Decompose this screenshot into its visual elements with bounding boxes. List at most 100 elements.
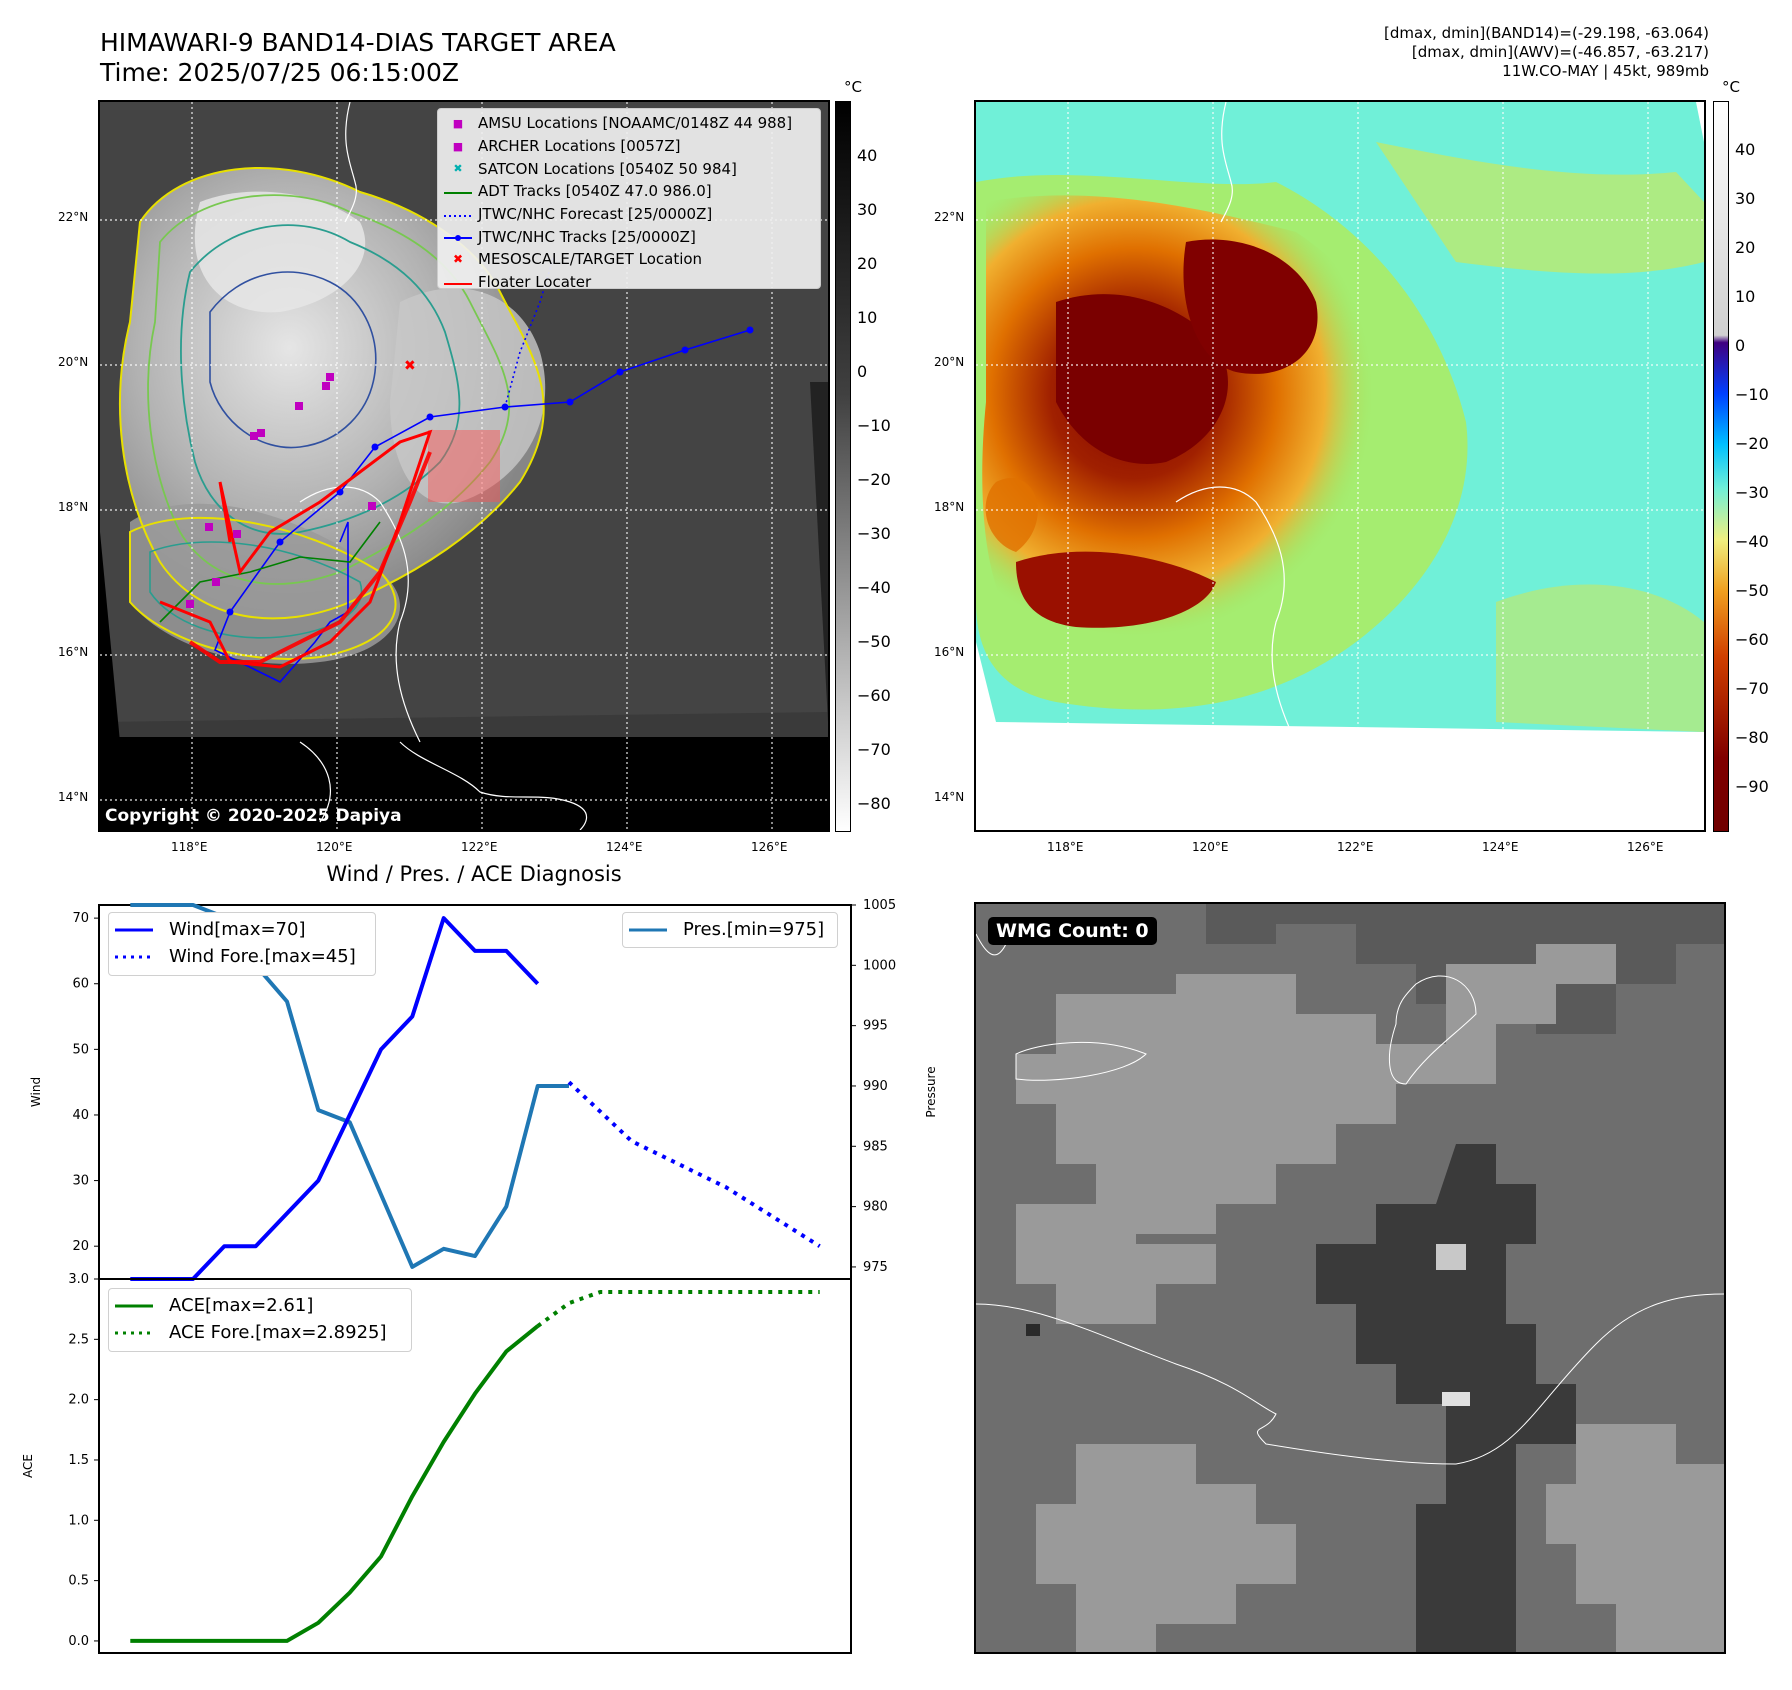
copyright-text: Copyright © 2020-2025 Dapiya: [105, 806, 402, 826]
wmg-count-badge: WMG Count: 0: [988, 917, 1157, 945]
color-colorbar-tick: −10: [1735, 385, 1769, 404]
lat-label: 20°N: [934, 355, 965, 369]
legend-item-wind: Wind[max=70]: [109, 916, 375, 943]
color-colorbar-tick: 0: [1735, 336, 1746, 355]
lat-label: 14°N: [934, 790, 965, 804]
wind-tick-label: 20: [72, 1239, 89, 1254]
ace-line: [130, 1324, 539, 1643]
dotted-line-swatch-icon: [115, 955, 153, 958]
wind-line: [130, 916, 540, 1281]
ir-colorbar-tick: 20: [857, 254, 878, 273]
square-marker-icon: ■: [452, 116, 464, 130]
ace-tick-label: 0.5: [68, 1574, 89, 1589]
lat-label: 16°N: [934, 645, 965, 659]
ir-colorbar-tick: 40: [857, 146, 878, 165]
color-colorbar-tick: −20: [1735, 434, 1769, 453]
info-storm: 11W.CO-MAY | 45kt, 989mb: [1502, 62, 1709, 80]
color-colorbar-tick: −80: [1735, 728, 1769, 747]
ir-colorbar-tick: −20: [857, 470, 891, 489]
line-swatch-icon: [438, 273, 478, 291]
lon-label: 122°E: [1337, 840, 1374, 854]
lon-label: 124°E: [1482, 840, 1519, 854]
color-map-image: [976, 102, 1704, 830]
figure-time: Time: 2025/07/25 06:15:00Z: [100, 58, 459, 87]
ir-colorbar-tick: 10: [857, 308, 878, 327]
ir-colorbar-unit: °C: [844, 78, 862, 96]
pres-tick-label: 1005: [863, 898, 896, 913]
wind-forecast-line: [567, 1080, 821, 1248]
color-colorbar: [1713, 101, 1729, 832]
line-swatch-icon: [438, 182, 478, 200]
ir-colorbar-tick: 0: [857, 362, 868, 381]
legend-item-ace-forecast: ACE Fore.[max=2.8925]: [109, 1319, 411, 1346]
lat-label: 20°N: [58, 355, 89, 369]
pres-tick-label: 985: [863, 1139, 888, 1154]
svg-text:✖: ✖: [404, 358, 416, 374]
ace-forecast-line: [536, 1290, 820, 1328]
line-dot-swatch-icon: [438, 228, 478, 246]
lon-label: 122°E: [461, 840, 498, 854]
wind-tick-label: 30: [72, 1174, 89, 1189]
ace-axis-label: ACE: [21, 1454, 35, 1478]
info-awv: [dmax, dmin](AWV)=(-46.857, -63.217): [1411, 43, 1709, 61]
wind-tick-label: 60: [72, 977, 89, 992]
ir-colorbar-tick: −70: [857, 740, 891, 759]
ir-map-panel: ✖ ■ AMSU Locations [NOAAMC/0148Z 44 988] …: [98, 100, 830, 832]
ace-tick-label: 2.0: [68, 1393, 89, 1408]
wind-tick-label: 70: [72, 911, 89, 926]
color-colorbar-tick: 40: [1735, 140, 1756, 159]
color-colorbar-tick: 30: [1735, 189, 1756, 208]
lat-label: 16°N: [58, 645, 89, 659]
line-swatch-icon: [629, 928, 667, 931]
wind-axis-label: Wind: [29, 1077, 43, 1107]
x-marker-icon: ✖: [453, 162, 463, 176]
pres-legend: Pres.[min=975]: [622, 912, 838, 948]
square-marker-icon: ■: [452, 139, 464, 153]
legend-item-mesoscale: ✖ MESOSCALE/TARGET Location: [438, 248, 820, 271]
color-colorbar-tick: 20: [1735, 238, 1756, 257]
ir-colorbar-tick: 30: [857, 200, 878, 219]
legend-item-jtwc-forecast: JTWC/NHC Forecast [25/0000Z]: [438, 203, 820, 226]
x-marker-icon: ✖: [452, 252, 464, 267]
pres-tick-label: 980: [863, 1200, 888, 1215]
dotted-line-swatch-icon: [115, 1331, 153, 1334]
diag-chart: 70 60 50 40 30 20 Wind 1005 1000 995 990 985 980 975 P…: [21, 898, 938, 1654]
ace-tick-label: 1.5: [68, 1453, 89, 1468]
color-colorbar-tick: −30: [1735, 483, 1769, 502]
pres-tick-label: 1000: [863, 958, 896, 973]
legend-item-pres: Pres.[min=975]: [623, 916, 837, 943]
diag-title: Wind / Pres. / ACE Diagnosis: [326, 862, 622, 886]
wmg-image: [976, 904, 1724, 1652]
color-colorbar-tick: 10: [1735, 287, 1756, 306]
ace-tick-label: 2.5: [68, 1332, 89, 1347]
line-swatch-icon: [115, 1304, 153, 1307]
color-colorbar-unit: °C: [1722, 78, 1740, 96]
pres-tick-label: 975: [863, 1260, 888, 1275]
wind-tick-label: 40: [72, 1108, 89, 1123]
lon-label: 126°E: [1627, 840, 1664, 854]
color-colorbar-tick: −70: [1735, 679, 1769, 698]
lat-label: 22°N: [58, 210, 89, 224]
lon-label: 118°E: [1047, 840, 1084, 854]
ir-colorbar-tick: −60: [857, 686, 891, 705]
ir-colorbar-tick: −40: [857, 578, 891, 597]
ir-colorbar-tick: −10: [857, 416, 891, 435]
color-colorbar-tick: −50: [1735, 581, 1769, 600]
ace-tick-label: 0.0: [68, 1634, 89, 1649]
lat-label: 22°N: [934, 210, 965, 224]
ir-colorbar-tick: −50: [857, 632, 891, 651]
ir-colorbar-tick: −80: [857, 794, 891, 813]
legend-item-wind-forecast: Wind Fore.[max=45]: [109, 943, 375, 970]
wind-tick-label: 50: [72, 1042, 89, 1057]
legend-item-ace: ACE[max=2.61]: [109, 1292, 411, 1319]
dotted-line-swatch-icon: [438, 205, 478, 223]
legend-item-satcon: ✖ SATCON Locations [0540Z 50 984]: [438, 157, 820, 180]
ace-tick-label: 1.0: [68, 1513, 89, 1528]
lon-label: 124°E: [606, 840, 643, 854]
lat-label: 18°N: [58, 500, 89, 514]
line-swatch-icon: [115, 928, 153, 931]
pres-axis-label: Pressure: [924, 1066, 938, 1117]
wmg-panel: WMG Count: 0: [974, 902, 1726, 1654]
color-map-panel: [974, 100, 1706, 832]
color-colorbar-tick: −60: [1735, 630, 1769, 649]
